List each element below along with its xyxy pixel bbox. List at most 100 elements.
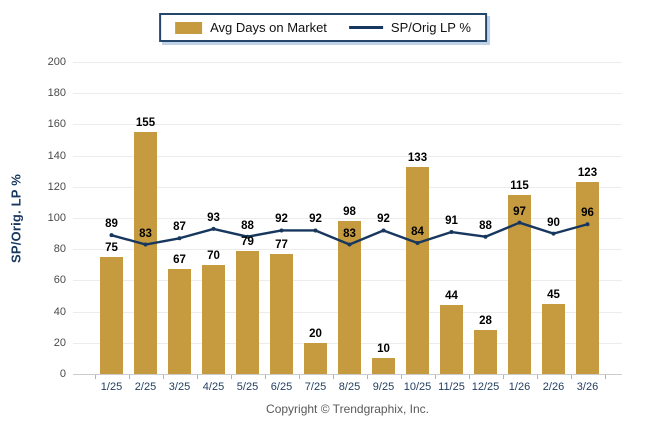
bar-value-label: 75 [105, 242, 118, 254]
bar-3/25 [168, 269, 191, 374]
legend-label-avg-days: Avg Days on Market [210, 20, 327, 35]
y-axis-tick-label: 140 [47, 149, 66, 162]
y-axis-tick-label: 80 [53, 243, 66, 256]
x-axis-label: 3/25 [168, 381, 191, 393]
line-value-label: 84 [411, 225, 424, 238]
legend-item-avg-days: Avg Days on Market [175, 20, 327, 35]
x-axis-label: 2/25 [134, 381, 157, 393]
x-axis-tick [604, 375, 606, 379]
bar-7/25 [304, 342, 327, 374]
bar-value-label: 70 [207, 249, 220, 262]
y-axis-tick-label: 180 [47, 87, 66, 100]
line-value-label: 87 [173, 221, 186, 234]
line-value-label: 96 [581, 207, 594, 220]
line-value-label: 92 [275, 213, 288, 226]
gridline [73, 218, 622, 219]
bar-value-label: 133 [407, 151, 428, 164]
x-axis-tick [196, 375, 198, 379]
y-axis-tick-label: 20 [53, 336, 66, 349]
line-value-label: 88 [241, 219, 254, 232]
y-axis-tick-label: 60 [53, 274, 66, 287]
bar-1/26 [508, 194, 531, 374]
y-axis-tick-label: 160 [47, 118, 66, 131]
bar-4/25 [202, 264, 225, 374]
line-point [483, 234, 488, 239]
bar-value-label: 79 [241, 235, 254, 248]
gridline [73, 93, 622, 95]
line-value-label: 92 [377, 213, 390, 226]
x-axis-tick [468, 375, 470, 379]
x-axis-label: 1/26 [508, 381, 531, 393]
line-point [551, 231, 556, 236]
bar-value-label: 123 [577, 167, 598, 180]
x-axis-label: 9/25 [372, 381, 395, 393]
x-axis-tick [502, 375, 504, 379]
bar-8/25 [338, 221, 361, 374]
bar-value-label: 77 [275, 238, 288, 251]
x-axis-tick [366, 375, 368, 379]
y-axis-tick-label: 0 [59, 368, 66, 380]
y-axis-tick-label: 100 [47, 212, 66, 224]
line-value-label: 83 [139, 227, 152, 240]
line-point [177, 236, 182, 241]
x-axis-tick [128, 375, 130, 379]
line-value-label: 97 [513, 205, 526, 218]
x-axis-label: 8/25 [338, 381, 361, 393]
y-axis-tick-label: 40 [53, 305, 66, 318]
x-axis-label: 11/25 [438, 381, 465, 393]
bar-value-label: 28 [479, 315, 492, 328]
line-point [313, 228, 318, 233]
bar-2/26 [542, 303, 565, 374]
y-axis-tick-label: 200 [47, 56, 66, 68]
line-value-label: 88 [479, 219, 492, 232]
x-axis-label: 7/25 [304, 381, 327, 393]
x-axis-tick [162, 375, 164, 379]
bar-5/25 [236, 250, 259, 374]
x-axis-tick [400, 375, 402, 379]
x-axis-tick [94, 375, 96, 379]
line-point [109, 233, 114, 238]
x-axis-label: 4/25 [202, 381, 225, 393]
line-point [211, 226, 216, 231]
x-axis-line [73, 374, 622, 375]
line-value-label: 92 [309, 213, 322, 226]
x-axis-tick [434, 375, 436, 379]
bar-swatch [175, 21, 203, 34]
bar-1/25 [100, 257, 123, 374]
bar-value-label: 115 [510, 179, 529, 192]
x-axis-tick [536, 375, 538, 379]
gridline [73, 124, 622, 126]
x-axis-tick [332, 375, 334, 379]
line-swatch [348, 26, 383, 29]
copyright-text: Copyright © Trendgraphix, Inc. [266, 402, 429, 416]
y-axis-title: SP/Orig. LP % [8, 173, 24, 264]
bar-9/25 [372, 358, 395, 374]
bar-value-label: 67 [173, 254, 186, 267]
bar-2/25 [134, 132, 157, 374]
bar-11/25 [440, 305, 463, 374]
x-axis-label: 10/25 [403, 381, 432, 393]
x-axis-label: 6/25 [270, 381, 293, 393]
gridline [73, 186, 622, 188]
line-point [449, 230, 454, 235]
y-axis-tick-label: 120 [47, 180, 66, 193]
bar-6/25 [270, 253, 293, 374]
x-axis-tick [230, 375, 232, 379]
line-value-label: 91 [445, 215, 458, 228]
gridline [73, 62, 622, 63]
line-value-label: 90 [547, 216, 560, 229]
bar-12/25 [474, 330, 497, 374]
bar-value-label: 44 [445, 290, 458, 303]
x-axis-label: 1/25 [100, 381, 123, 393]
legend-item-sp-orig: SP/Orig LP % [348, 20, 471, 35]
bar-value-label: 155 [135, 117, 156, 130]
x-axis-tick [570, 375, 572, 379]
line-value-label: 89 [105, 218, 118, 231]
legend: Avg Days on Market SP/Orig LP % [159, 13, 487, 42]
x-axis-label: 2/26 [542, 381, 565, 393]
x-axis-label: 3/26 [576, 381, 599, 393]
gridline [73, 155, 622, 157]
bar-value-label: 10 [377, 343, 390, 356]
legend-label-sp-orig: SP/Orig LP % [390, 20, 471, 35]
